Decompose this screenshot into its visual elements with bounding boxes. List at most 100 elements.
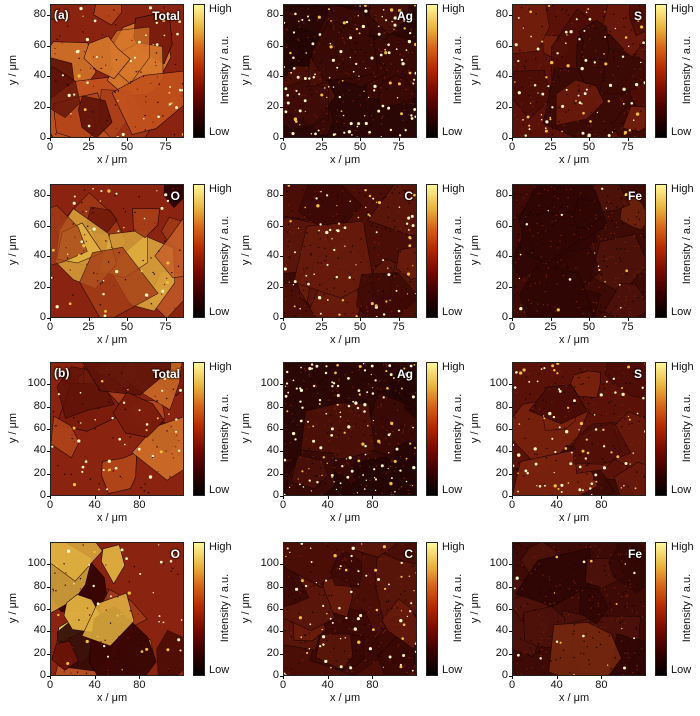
- y-tick-mark: [47, 451, 50, 453]
- y-tick-mark: [47, 138, 50, 139]
- y-tick-label: 60: [266, 422, 279, 434]
- x-tick-label: 0: [508, 499, 516, 511]
- y-axis-label: y / μm: [240, 234, 252, 266]
- intensity-colorbar: [426, 184, 438, 318]
- x-axis-label: x / μm: [559, 334, 590, 346]
- y-tick-label: 100: [489, 377, 508, 390]
- y-tick-label: 0: [39, 669, 46, 681]
- x-tick-label: 80: [133, 499, 146, 511]
- x-tick-label: 0: [279, 679, 287, 691]
- x-tick-label: 80: [595, 499, 608, 511]
- x-tick-label: 0: [279, 499, 287, 511]
- x-tick-label: 50: [582, 321, 596, 333]
- x-tick-label: 80: [366, 679, 379, 691]
- y-tick-label: 60: [495, 218, 508, 231]
- y-tick-mark: [280, 256, 283, 258]
- y-tick-label: 40: [495, 444, 508, 457]
- y-tick-label: 0: [39, 131, 46, 143]
- x-axis-label: x / μm: [330, 512, 361, 524]
- x-tick-label: 25: [82, 321, 95, 333]
- y-tick-label: 0: [501, 489, 508, 501]
- y-tick-label: 0: [501, 669, 508, 681]
- y-tick-label: 0: [39, 489, 46, 501]
- x-tick-label: 50: [120, 141, 134, 153]
- x-tick-label: 25: [544, 321, 557, 333]
- y-axis-label: y / μm: [240, 54, 252, 86]
- elemental-map-set_a-o: [50, 184, 184, 318]
- intensity-colorbar: [193, 4, 205, 138]
- y-tick-mark: [509, 318, 512, 319]
- y-tick-mark: [280, 287, 283, 289]
- y-tick-label: 60: [33, 602, 46, 614]
- elemental-map-set_a-total: [50, 4, 184, 138]
- y-axis-label: y / μm: [240, 412, 252, 444]
- x-tick-mark: [398, 138, 400, 141]
- y-tick-label: 40: [33, 444, 46, 457]
- y-axis-label: y / μm: [7, 234, 19, 266]
- y-tick-mark: [280, 194, 283, 196]
- colorbar-low-label: Low: [671, 484, 692, 496]
- x-tick-mark: [283, 138, 284, 141]
- x-tick-mark: [139, 496, 141, 499]
- elemental-map-set_b-ag: [283, 362, 417, 496]
- y-axis-label: y / μm: [7, 412, 19, 444]
- y-tick-label: 80: [495, 7, 508, 20]
- y-tick-label: 40: [33, 249, 46, 262]
- y-tick-label: 60: [266, 602, 279, 614]
- x-tick-mark: [512, 676, 513, 679]
- y-tick-label: 40: [266, 69, 279, 82]
- x-tick-mark: [283, 496, 284, 499]
- x-tick-label: 0: [46, 499, 54, 511]
- element-label: Fe: [627, 189, 642, 203]
- y-tick-mark: [47, 653, 50, 655]
- colorbar-title: Intensity / a.u.: [452, 35, 464, 105]
- colorbar-low-label: Low: [209, 664, 230, 676]
- y-tick-mark: [47, 586, 50, 588]
- y-tick-label: 40: [266, 624, 279, 637]
- x-tick-mark: [283, 318, 284, 321]
- map-texture: [513, 543, 645, 675]
- x-tick-mark: [94, 676, 96, 679]
- y-tick-mark: [509, 609, 512, 610]
- element-label: O: [170, 547, 180, 561]
- intensity-colorbar: [655, 184, 667, 318]
- y-tick-label: 80: [266, 187, 279, 200]
- colorbar-low-label: Low: [442, 306, 463, 318]
- y-tick-mark: [509, 384, 512, 386]
- colorbar-title: Intensity / a.u.: [681, 393, 693, 463]
- y-tick-mark: [509, 256, 512, 258]
- y-tick-mark: [280, 384, 283, 386]
- elemental-map-set_b-total: [50, 362, 184, 496]
- x-tick-mark: [94, 496, 96, 499]
- x-tick-label: 25: [315, 141, 328, 153]
- colorbar-high-label: High: [671, 3, 694, 15]
- x-tick-mark: [50, 318, 51, 321]
- y-tick-label: 80: [33, 579, 46, 592]
- y-tick-label: 40: [33, 624, 46, 637]
- y-tick-label: 0: [501, 311, 508, 323]
- y-tick-label: 40: [495, 624, 508, 637]
- x-tick-mark: [165, 138, 167, 141]
- x-tick-label: 40: [88, 679, 101, 691]
- y-tick-label: 20: [33, 466, 46, 479]
- y-axis-label: y / μm: [469, 592, 481, 624]
- colorbar-low-label: Low: [442, 664, 463, 676]
- y-tick-label: 80: [495, 579, 508, 592]
- y-tick-mark: [509, 676, 512, 677]
- y-tick-label: 100: [260, 557, 279, 570]
- y-tick-mark: [280, 586, 283, 588]
- y-tick-label: 80: [266, 579, 279, 592]
- x-tick-mark: [512, 318, 513, 321]
- y-tick-mark: [509, 45, 512, 47]
- y-tick-mark: [280, 138, 283, 139]
- x-tick-label: 50: [353, 141, 367, 153]
- y-tick-mark: [280, 107, 283, 109]
- y-tick-mark: [47, 631, 50, 633]
- y-tick-mark: [47, 473, 50, 475]
- y-tick-mark: [509, 451, 512, 453]
- element-label: Ag: [397, 9, 413, 23]
- x-tick-mark: [512, 138, 513, 141]
- intensity-colorbar: [426, 542, 438, 676]
- y-axis-label: y / μm: [240, 592, 252, 624]
- intensity-colorbar: [655, 362, 667, 496]
